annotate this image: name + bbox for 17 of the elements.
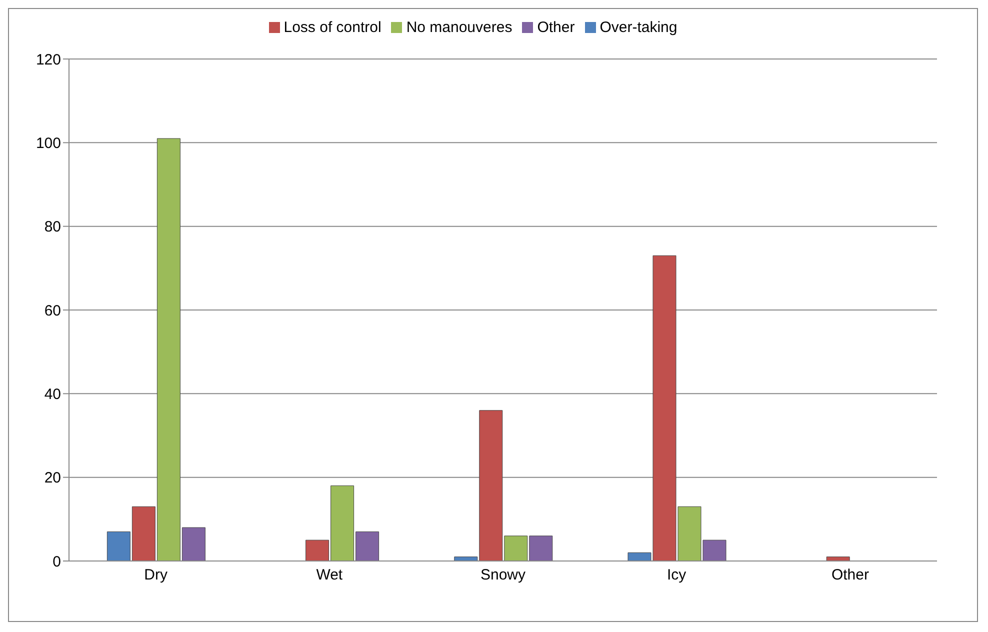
y-tick-label: 20 [44, 470, 61, 487]
y-tick-label: 40 [44, 386, 61, 403]
x-tick-label: Wet [316, 566, 344, 584]
x-tick-label: Dry [144, 566, 168, 584]
legend-label: Over-taking [600, 19, 678, 36]
x-tick-label: Other [831, 566, 869, 584]
x-tick-label: Icy [667, 566, 687, 584]
legend-label: Other [537, 19, 575, 36]
y-tick-label: 120 [36, 51, 61, 68]
x-tick-label: Snowy [480, 566, 526, 584]
y-tick-label: 0 [52, 553, 61, 570]
legend-label: Loss of control [284, 19, 382, 36]
bar [826, 556, 850, 561]
y-tick-label: 60 [44, 302, 61, 320]
y-tick-label: 100 [36, 134, 61, 152]
y-tick-label: 80 [44, 218, 61, 236]
legend-label: No manouveres [406, 19, 512, 36]
